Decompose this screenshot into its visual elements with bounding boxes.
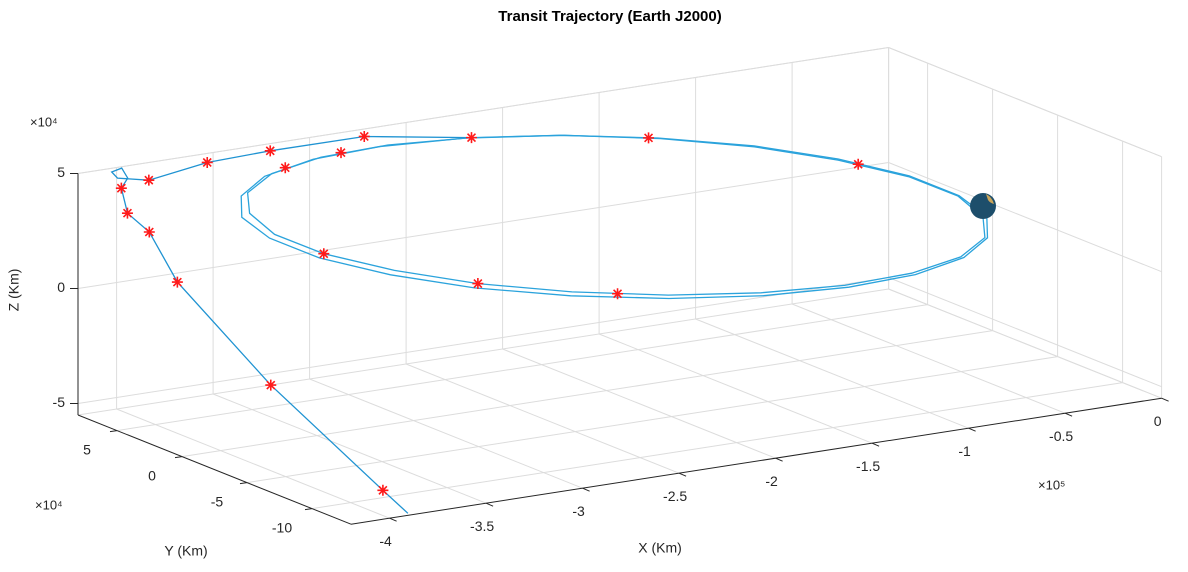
x-tick-label: -0.5: [1049, 428, 1073, 444]
y-tick-label: -10: [272, 519, 292, 535]
grid-line: [309, 378, 583, 489]
grid-line: [888, 277, 1162, 388]
x-tick: [871, 442, 880, 447]
x-tick-label: -1.5: [856, 458, 880, 474]
x-tick: [678, 472, 687, 477]
x-axis-label: X (Km): [638, 540, 682, 556]
z-tick-label: 0: [57, 279, 65, 295]
y-axis-label: Y (Km): [164, 543, 207, 559]
y-tick-label: 0: [148, 467, 156, 483]
grid-line: [405, 363, 680, 474]
grid-line: [116, 304, 928, 432]
marker: [358, 130, 370, 142]
marker: [279, 162, 291, 174]
grid: [77, 47, 1163, 519]
y-tick-label: 5: [83, 441, 91, 457]
x-tick: [485, 502, 494, 507]
marker: [466, 132, 477, 144]
grid-line: [695, 318, 969, 429]
marker: [143, 226, 155, 238]
x-exponent-label: ×10⁵: [1038, 477, 1065, 492]
y-tick: [109, 430, 118, 433]
z-tick-label: 5: [57, 164, 65, 180]
marker: [171, 276, 183, 288]
x-tick: [775, 457, 783, 462]
marker: [318, 248, 330, 260]
trajectory-line: [240, 134, 989, 300]
marker: [143, 174, 155, 186]
z-axis-label: Z (Km): [6, 269, 22, 312]
axes: -4 -3.5 -3 -2.5 -2 -1.5 -1 -0.5 0 -10 -5 0 5 -5 0 5: [53, 164, 1169, 549]
marker: [643, 132, 655, 144]
x-tick-label: -2: [765, 473, 778, 489]
grid-line: [888, 47, 1162, 158]
marker: [201, 156, 213, 168]
x-tick-label: -1: [958, 443, 971, 459]
x-tick-label: -2.5: [663, 488, 687, 504]
grid-line: [246, 356, 1058, 484]
y-tick: [304, 508, 313, 511]
y-exponent-label: ×10⁴: [35, 497, 63, 512]
grid-line: [77, 162, 889, 289]
y-tick: [174, 456, 183, 459]
x-tick: [1064, 412, 1073, 417]
earth-globe: [970, 193, 996, 219]
markers: [115, 130, 864, 496]
marker: [377, 484, 389, 496]
y-tick-label: -5: [211, 493, 224, 509]
z-tick-label: -5: [53, 394, 66, 410]
grid-line: [77, 47, 889, 174]
grid-line: [502, 348, 776, 459]
z-exponent-label: ×10⁴: [30, 114, 58, 129]
x-tick: [1161, 397, 1169, 402]
trajectory-line: [246, 134, 986, 296]
trajectory: [110, 134, 989, 514]
y-tick: [239, 482, 248, 485]
grid-line: [791, 303, 1066, 414]
marker: [612, 288, 624, 300]
marker: [121, 207, 133, 219]
marker: [115, 182, 127, 194]
grid-line: [888, 162, 1162, 273]
marker: [852, 158, 864, 170]
x-tick-label: -3.5: [470, 518, 494, 534]
y-axis-line: [77, 414, 352, 525]
grid-line: [212, 393, 487, 504]
earth-land: [986, 194, 994, 204]
x-tick-label: -3: [572, 503, 585, 519]
grid-line: [181, 330, 993, 458]
x-axis-line: [350, 397, 1162, 525]
x-tick-label: 0: [1154, 413, 1162, 429]
grid-line: [888, 288, 1162, 399]
x-tick-label: -4: [379, 533, 392, 549]
marker: [472, 278, 484, 290]
chart-title: Transit Trajectory (Earth J2000): [498, 8, 721, 25]
marker: [265, 379, 277, 391]
x-tick: [968, 427, 976, 432]
earth: [970, 193, 996, 219]
grid-line: [77, 277, 889, 404]
grid-line: [116, 408, 390, 519]
trajectory-line: [110, 135, 472, 514]
marker: [335, 147, 347, 159]
grid-line: [598, 333, 873, 444]
x-tick: [389, 517, 397, 522]
grid-line: [311, 382, 1123, 510]
x-tick: [582, 487, 590, 492]
marker: [264, 145, 276, 157]
